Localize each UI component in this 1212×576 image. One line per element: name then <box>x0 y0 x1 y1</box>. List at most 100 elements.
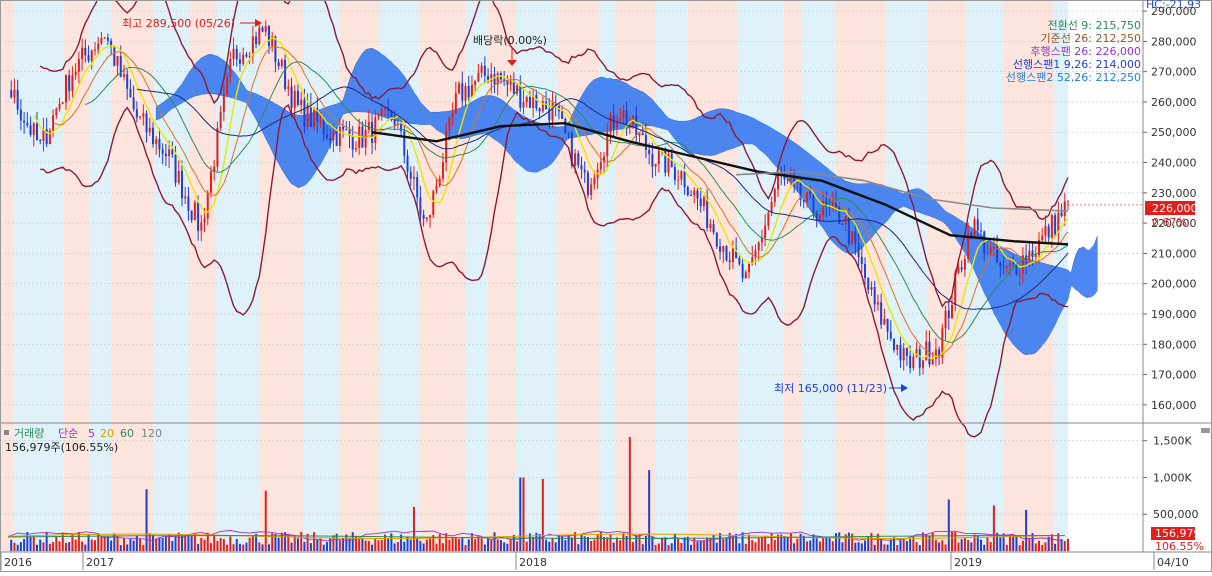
volume-bar <box>238 543 241 551</box>
candle-body <box>741 263 744 279</box>
volume-legend-60: 60 <box>120 427 134 440</box>
candle-body <box>1041 235 1044 240</box>
volume-bar <box>548 541 551 551</box>
candle-body <box>625 110 628 127</box>
volume-bar <box>35 544 38 551</box>
volume-bar <box>912 535 915 551</box>
candle-body <box>545 101 548 110</box>
candle-body <box>248 55 251 57</box>
candle-body <box>938 349 941 358</box>
candle-body <box>35 123 38 140</box>
volume-bar <box>938 542 941 551</box>
volume-bar <box>387 537 390 551</box>
volume-bar <box>1041 544 1044 551</box>
volume-bar <box>329 538 332 551</box>
candle-body <box>158 138 161 150</box>
candle-body <box>696 190 699 199</box>
volume-bar <box>702 540 705 551</box>
volume-bar <box>193 533 196 551</box>
candle-body <box>493 74 496 85</box>
background-band <box>488 0 516 552</box>
candle-body <box>860 257 863 265</box>
volume-bar <box>812 534 815 551</box>
background-band <box>64 0 89 552</box>
candle-body <box>538 108 541 112</box>
candle-body <box>516 85 519 94</box>
volume-bar <box>377 540 380 551</box>
candle-body <box>126 74 129 89</box>
volume-bar <box>71 534 74 551</box>
volume-bar <box>528 533 531 551</box>
volume-bar <box>313 532 316 551</box>
candle-body <box>280 59 283 67</box>
candle-body <box>52 115 55 131</box>
volume-bar <box>267 544 270 551</box>
candle-body <box>725 246 728 261</box>
volume-bar <box>793 543 796 551</box>
candle-body <box>345 129 348 131</box>
candle-body <box>638 133 641 136</box>
candle-body <box>686 187 689 196</box>
candle-body <box>918 349 921 368</box>
volume-bar <box>841 542 844 551</box>
candle-body <box>213 166 216 172</box>
candle-body <box>229 59 232 77</box>
volume-bar <box>925 534 928 551</box>
candle-body <box>586 172 589 196</box>
candle-body <box>702 197 705 207</box>
volume-ma60-line <box>7 535 1065 539</box>
volume-bar <box>973 534 976 551</box>
legend-senkou2: 선행스팬2 52,26: 212,250 <box>1006 71 1141 84</box>
volume-bar <box>58 541 61 551</box>
background-band <box>886 0 927 552</box>
price-tick-label: 180,000 <box>1151 338 1197 351</box>
volume-bar <box>496 539 499 551</box>
volume-bar <box>880 538 883 551</box>
background-band <box>927 0 966 552</box>
volume-bar <box>606 537 609 551</box>
volume-bar <box>200 538 203 551</box>
candle-body <box>422 214 425 219</box>
volume-bar <box>593 539 596 551</box>
volume-bar <box>235 539 238 551</box>
candle-body <box>490 74 493 82</box>
volume-bar <box>435 543 438 551</box>
candle-body <box>1021 255 1024 274</box>
volume-bar <box>113 533 116 551</box>
candle-body <box>715 232 718 247</box>
candle-body <box>129 88 132 98</box>
candle-body <box>648 149 651 154</box>
volume-bar <box>64 543 67 551</box>
volume-bar <box>490 539 493 551</box>
candle-body <box>757 242 760 251</box>
candle-body <box>284 59 287 89</box>
volume-bar <box>55 536 58 551</box>
candle-body <box>818 214 821 222</box>
candle-body <box>954 272 957 305</box>
volume-bar <box>615 537 618 551</box>
volume-bar <box>316 539 319 551</box>
volume-bar <box>928 535 931 551</box>
volume-bar <box>487 538 490 551</box>
candle-body <box>1047 226 1050 238</box>
volume-bar <box>1009 535 1012 551</box>
volume-bar <box>835 533 838 551</box>
volume-bar <box>474 539 477 551</box>
volume-bar <box>419 540 422 551</box>
volume-bar <box>561 536 564 551</box>
scroll-indicator[interactable] <box>1201 428 1210 433</box>
volume-bar <box>551 538 554 551</box>
volume-bar <box>519 477 522 551</box>
volume-bar <box>767 543 770 551</box>
candle-body <box>164 153 167 157</box>
candle-body <box>528 97 531 108</box>
volume-bar <box>715 542 718 551</box>
volume-bar <box>954 531 957 551</box>
candle-body <box>690 195 693 197</box>
candle-body <box>480 65 483 73</box>
candle-body <box>835 201 838 208</box>
candle-body <box>590 184 593 196</box>
price-tick-label: 250,000 <box>1151 126 1197 139</box>
candle-body <box>316 108 319 122</box>
candle-body <box>142 113 145 117</box>
